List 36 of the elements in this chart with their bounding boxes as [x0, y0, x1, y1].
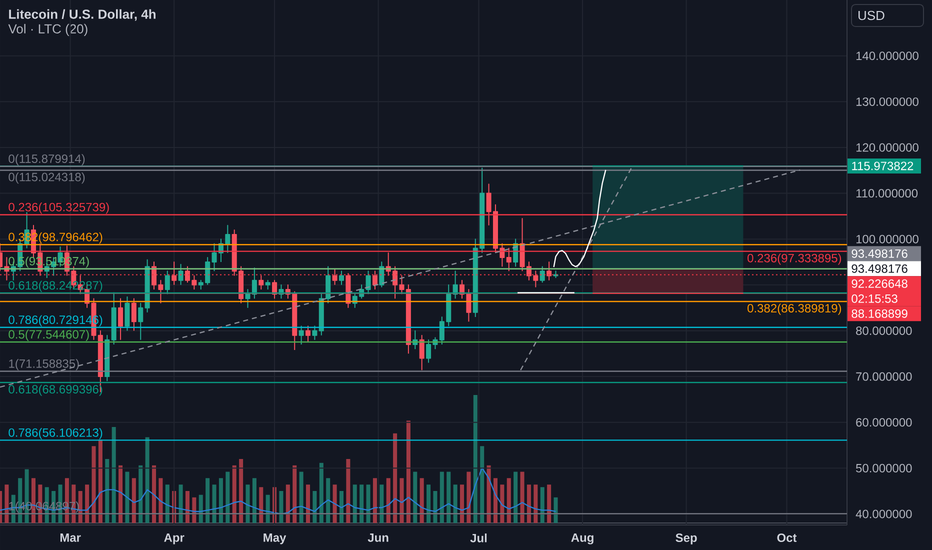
- text: 02:15:53: [852, 294, 898, 303]
- series-label: 1(71.158835): [9, 359, 79, 370]
- x-tick-label: May: [264, 534, 286, 544]
- ref-line-label: 115.973822: [852, 162, 914, 170]
- series-label: 0.382(86.389819): [748, 304, 842, 315]
- series-label: 0(115.024318): [8, 172, 85, 184]
- y-tick-label: 50.000000: [856, 464, 912, 472]
- x-tick-label: Aug: [571, 534, 594, 544]
- series-label: 0.236(105.325739): [8, 202, 109, 214]
- ref-line-label: 93.498176: [852, 264, 908, 273]
- series-label: 0.618(68.699396): [8, 384, 102, 396]
- y-tick-label: 80.000000: [856, 326, 912, 335]
- ref-line-label: 93.498176: [852, 249, 908, 258]
- x-tick-label: Sep: [676, 534, 697, 544]
- series-label: 0.236(97.333895): [748, 254, 842, 265]
- ref-line-label: 92.226648: [852, 279, 908, 288]
- y-tick-label: 130.000000: [856, 97, 918, 106]
- y-axis-title: USD: [858, 10, 884, 20]
- text: Litecoin / U.S. Dollar, 4h: [9, 9, 156, 21]
- x-tick-label: Jul: [470, 533, 487, 542]
- x-tick-label: Apr: [164, 534, 184, 544]
- y-tick-label: 140.000000: [856, 52, 918, 60]
- series-label: 0(115.879914): [8, 154, 85, 166]
- y-tick-label: 120.000000: [856, 143, 918, 152]
- series-label: 0.5(77.544607): [8, 330, 89, 341]
- y-tick-label: 110.000000: [856, 189, 918, 198]
- series-label: 0.786(56.106213): [8, 428, 102, 440]
- y-tick-label: 40.000000: [856, 510, 912, 518]
- y-tick-label: 100.000000: [856, 234, 918, 244]
- x-tick-label: Mar: [60, 534, 81, 542]
- y-tick-label: 70.000000: [856, 372, 912, 381]
- ref-line-label: 88.168899: [852, 309, 908, 318]
- x-tick-label: Jun: [368, 534, 388, 542]
- y-tick-label: 60.000000: [856, 418, 912, 427]
- x-tick-label: Oct: [777, 534, 797, 542]
- chart-title: Vol · LTC (20): [8, 24, 88, 36]
